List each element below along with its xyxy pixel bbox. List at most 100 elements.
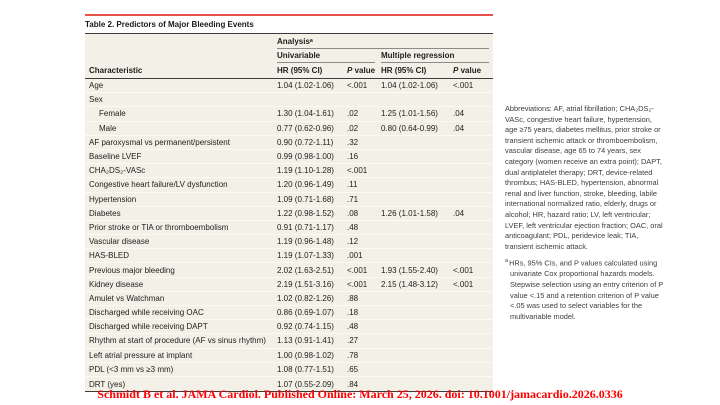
footnote-a: aHRs, 95% CIs, and P values calculated u…: [505, 256, 665, 322]
univariable-pvalue: .71: [347, 194, 359, 204]
univariable-hr: 1.19 (0.96-1.48): [277, 237, 334, 247]
table-row: PDL (<3 mm vs ≥3 mm) 1.08 (0.77-1.51) .65: [85, 363, 493, 377]
univariable-hr: 2.02 (1.63-2.51): [277, 265, 334, 275]
univariable-pvalue: <.001: [347, 265, 368, 275]
row-label: HAS-BLED: [89, 251, 130, 261]
table-notes: Abbreviations: AF, atrial fibrillation; …: [505, 104, 665, 322]
univariable-hr: 2.19 (1.51-3.16): [277, 279, 334, 289]
table-row: Sex: [85, 93, 493, 108]
row-label: Rhythm at start of procedure (AF vs sinu…: [89, 336, 266, 346]
row-label: Left atrial pressure at implant: [89, 350, 193, 360]
univariable-hr: 0.90 (0.72-1.11): [277, 137, 334, 147]
multiple-regression-pvalue: <.001: [453, 265, 474, 275]
univariable-hr: 1.07 (0.55-2.09): [277, 379, 334, 389]
univariable-hr: 1.20 (0.96-1.49): [277, 180, 334, 190]
univariable-hr: 1.00 (0.98-1.02): [277, 350, 334, 360]
univariable-pvalue: .48: [347, 322, 359, 332]
univariable-pvalue: <.001: [347, 166, 368, 176]
table-row: CHA₂DS₂-VASc 1.19 (1.10-1.28) <.001: [85, 164, 493, 179]
row-label: Female: [99, 109, 126, 119]
multiple-regression-hr: 1.93 (1.55-2.40): [381, 265, 438, 275]
univariable-pvalue: .88: [347, 293, 359, 303]
table-row: Kidney disease 2.19 (1.51-3.16) <.001 2.15 …: [85, 278, 493, 292]
univariable-hr: 1.02 (0.82-1.26): [277, 293, 334, 303]
table-row: Vascular disease 1.19 (0.96-1.48) .12: [85, 235, 493, 250]
row-label: DRT (yes): [89, 379, 126, 389]
univariable-hr: 1.30 (1.04-1.61): [277, 109, 334, 119]
univariable-hr: 0.99 (0.98-1.00): [277, 152, 334, 162]
univariable-pvalue: .11: [347, 180, 358, 190]
table-row: Age 1.04 (1.02-1.06) <.001 1.04 (1.02-1.06)…: [85, 79, 493, 94]
univariable-hr: 1.09 (0.71-1.68): [277, 194, 334, 204]
table-row: Baseline LVEF 0.99 (0.98-1.00) .16: [85, 150, 493, 165]
univariable-hr: 0.91 (0.71-1.17): [277, 222, 334, 232]
univariable-hr: 0.92 (0.74-1.15): [277, 322, 334, 332]
table-row: HAS-BLED 1.19 (1.07-1.33) .001: [85, 249, 493, 264]
table-row: Rhythm at start of procedure (AF vs sinu…: [85, 334, 493, 349]
univariable-hr: 1.04 (1.02-1.06): [277, 81, 334, 91]
multiple-regression-pvalue: .04: [453, 208, 465, 218]
group-header-multiple-regression: Multiple regression: [381, 51, 489, 63]
footnote-text: HRs, 95% CIs, and P values calculated us…: [509, 258, 664, 321]
row-label: Baseline LVEF: [89, 152, 142, 162]
multiple-regression-pvalue: <.001: [453, 81, 474, 91]
table-2-predictors: Table 2. Predictors of Major Bleeding Ev…: [85, 14, 493, 393]
analysis-header: Analysisᵃ: [277, 37, 489, 49]
univariable-pvalue: .65: [347, 364, 359, 374]
multiple-regression-hr: 0.80 (0.64-0.99): [381, 123, 438, 133]
univariable-pvalue: .16: [347, 152, 359, 162]
univariable-pvalue: .001: [347, 251, 363, 261]
row-label: CHA₂DS₂-VASc: [89, 166, 146, 176]
multiple-regression-hr: 1.25 (1.01-1.56): [381, 109, 438, 119]
row-label: PDL (<3 mm vs ≥3 mm): [89, 364, 174, 374]
abbreviations-note: Abbreviations: AF, atrial fibrillation; …: [505, 104, 663, 251]
column-header-row: Characteristic HR (95% CI) P value HR (9…: [85, 63, 493, 79]
univariable-hr: 1.19 (1.07-1.33): [277, 251, 334, 261]
table-row: DRT (yes) 1.07 (0.55-2.09) .84: [85, 377, 493, 391]
univariable-pvalue: .08: [347, 208, 359, 218]
table-row: Hypertension 1.09 (0.71-1.68) .71: [85, 193, 493, 207]
row-label: Kidney disease: [89, 279, 144, 289]
univariable-pvalue: <.001: [347, 81, 368, 91]
table-row: Discharged while receiving OAC 0.86 (0.69…: [85, 306, 493, 321]
table-row: Discharged while receiving DAPT 0.92 (0.7…: [85, 320, 493, 335]
univariable-hr: 1.22 (0.98-1.52): [277, 208, 334, 218]
multiple-regression-hr: 1.26 (1.01-1.58): [381, 208, 438, 218]
row-label: Vascular disease: [89, 237, 150, 247]
multiple-regression-pvalue: .04: [453, 123, 465, 133]
row-label: Hypertension: [89, 194, 137, 204]
table-row: Diabetes 1.22 (0.98-1.52) .08 1.26 (1.01-1.…: [85, 207, 493, 221]
table-row: Left atrial pressure at implant 1.00 (0.9…: [85, 349, 493, 363]
univariable-hr: 1.08 (0.77-1.51): [277, 364, 334, 374]
row-label: Previous major bleeding: [89, 265, 175, 275]
table: Analysisᵃ Univariable Multiple regressio…: [85, 34, 493, 393]
univariable-pvalue: .84: [347, 379, 359, 389]
table-row: Male 0.77 (0.62-0.96) .02 0.80 (0.64-0.99).…: [85, 122, 493, 136]
multiple-regression-hr: 1.04 (1.02-1.06): [381, 81, 438, 91]
row-label: Sex: [89, 95, 103, 105]
table-row: Congestive heart failure/LV dysfunction 1…: [85, 178, 493, 193]
row-label: Age: [89, 81, 104, 91]
multiple-regression-pvalue: .04: [453, 109, 465, 119]
accent-rule: [85, 14, 493, 16]
col-header-uni-hr: HR (95% CI): [277, 66, 323, 75]
univariable-pvalue: .12: [347, 237, 359, 247]
univariable-pvalue: .78: [347, 350, 359, 360]
row-label: Congestive heart failure/LV dysfunction: [89, 180, 228, 190]
citation-footer: Schmidt B et al. JAMA Cardiol. Published…: [97, 387, 623, 401]
analysis-header-row: Analysisᵃ: [85, 34, 493, 49]
col-header-mr-hr: HR (95% CI): [381, 66, 427, 75]
table-row: Female 1.30 (1.04-1.61) .02 1.25 (1.01-1.56…: [85, 107, 493, 122]
group-header-row: Univariable Multiple regression: [277, 49, 493, 63]
univariable-pvalue: .32: [347, 137, 359, 147]
univariable-pvalue: .02: [347, 123, 359, 133]
univariable-hr: 0.86 (0.69-1.07): [277, 308, 334, 318]
table-row: Amulet vs Watchman 1.02 (0.82-1.26) .88: [85, 292, 493, 306]
row-label: Prior stroke or TIA or thromboembolism: [89, 222, 229, 232]
table-row: Prior stroke or TIA or thromboembolism 0.…: [85, 221, 493, 236]
col-header-mr-pvalue: P value: [453, 66, 482, 75]
footnote-marker: a: [505, 258, 509, 265]
col-header-characteristic: Characteristic: [89, 66, 143, 75]
univariable-hr: 1.13 (0.91-1.41): [277, 336, 334, 346]
row-label: Male: [99, 123, 117, 133]
